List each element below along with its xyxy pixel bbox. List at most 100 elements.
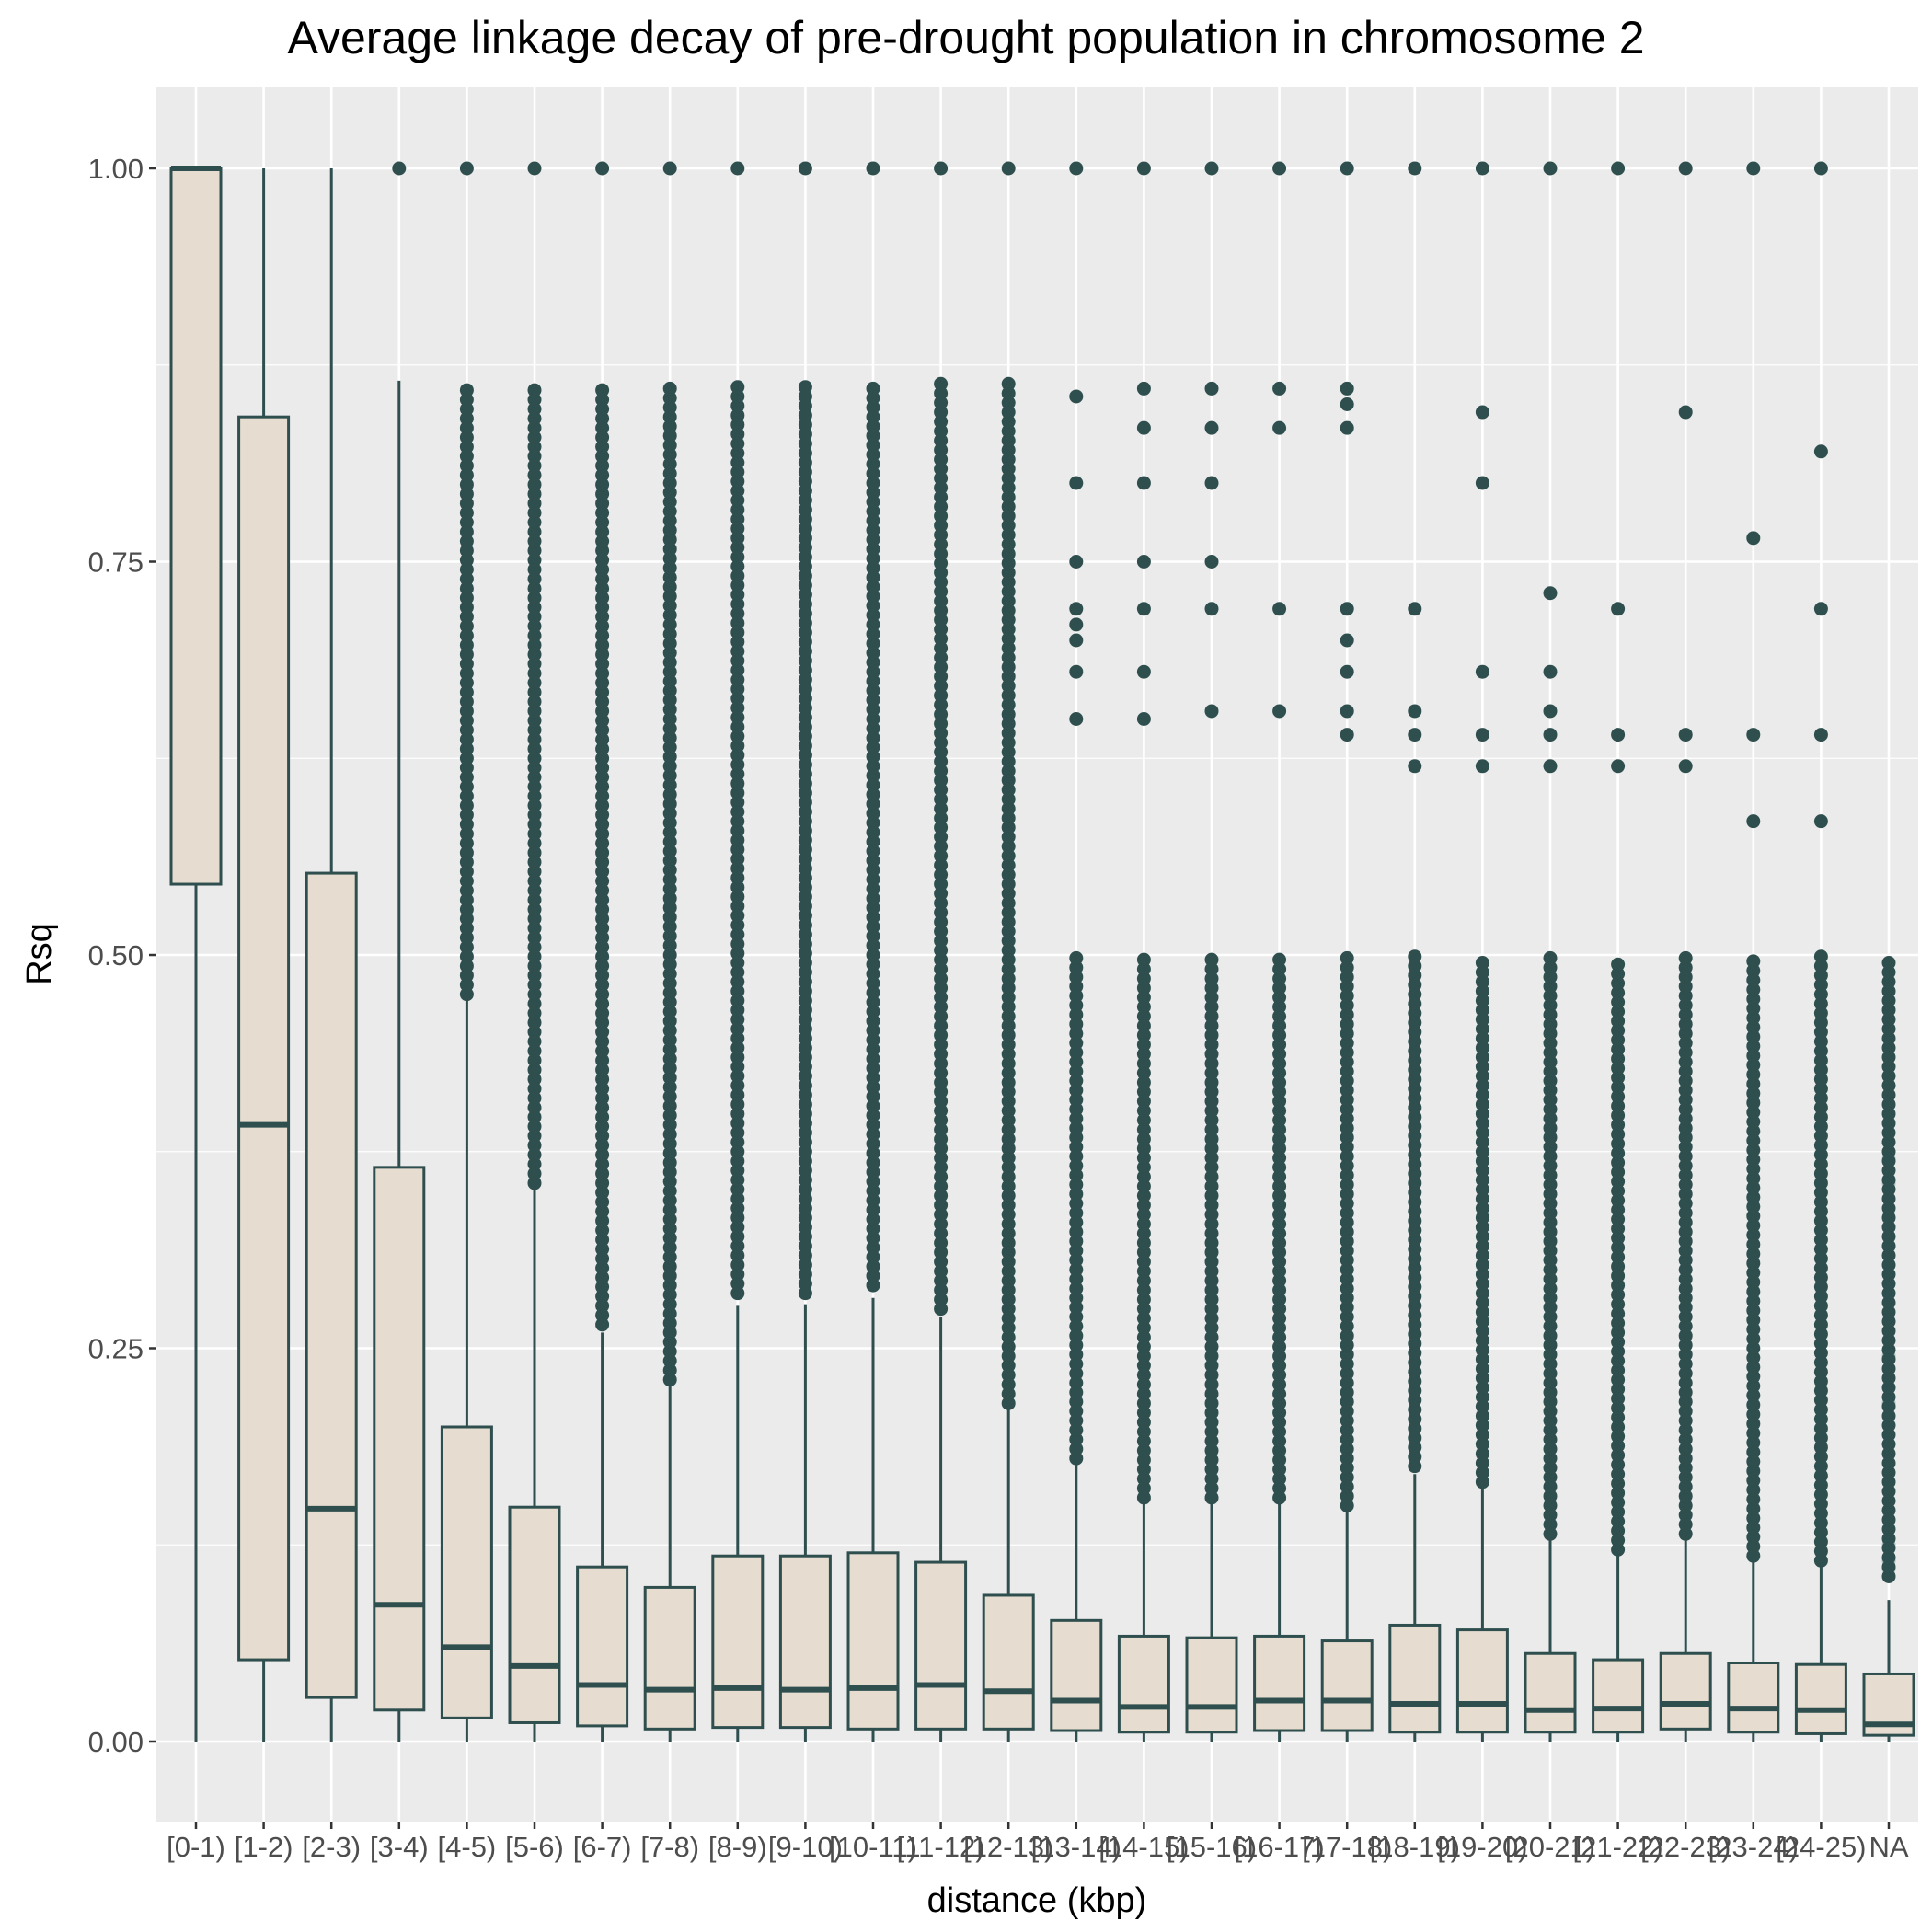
outlier-point <box>1340 381 1354 396</box>
outlier-point <box>1611 1533 1626 1547</box>
outlier-point <box>1543 1102 1558 1117</box>
outlier-point <box>1272 1330 1287 1345</box>
outlier-point <box>798 408 812 422</box>
outlier-point <box>1543 1027 1558 1041</box>
outlier-point <box>1475 1455 1489 1470</box>
outlier-point <box>934 405 949 420</box>
outlier-point <box>1678 1215 1693 1230</box>
outlier-point <box>1543 1489 1558 1503</box>
box-body <box>914 1560 968 1731</box>
outlier-point <box>1408 1204 1422 1219</box>
outlier-point <box>798 729 812 743</box>
outlier-point <box>1543 1225 1558 1239</box>
outlier-point <box>662 872 677 887</box>
outlier-point <box>662 1202 677 1217</box>
outlier-point <box>527 939 542 954</box>
outlier-point <box>1340 161 1354 176</box>
outlier-point <box>662 910 677 925</box>
outlier-point <box>1272 1179 1287 1193</box>
outlier-point <box>1881 1531 1896 1546</box>
outlier-point <box>662 1306 677 1321</box>
outlier-point <box>595 591 610 605</box>
outlier-point <box>1069 1007 1084 1022</box>
outlier-point <box>662 1089 677 1104</box>
outlier-point <box>1272 1349 1287 1363</box>
outlier-point <box>1678 1422 1693 1437</box>
x-tick-label: [2-3) <box>302 1831 361 1863</box>
outlier-point <box>1001 1047 1016 1062</box>
outlier-point <box>1340 1234 1354 1248</box>
box-21 <box>1524 1536 1577 1742</box>
outlier-point <box>1746 1209 1761 1224</box>
outlier-point <box>527 544 542 558</box>
outlier-point <box>1136 1236 1151 1250</box>
outlier-point <box>1408 1072 1422 1087</box>
outlier-point <box>1340 1451 1354 1466</box>
outlier-point <box>1001 1169 1016 1184</box>
outlier-point <box>1475 1107 1489 1121</box>
outlier-point <box>595 562 610 577</box>
x-tick-label: [20-21) <box>1505 1831 1595 1863</box>
outlier-point <box>798 870 812 885</box>
outlier-point <box>1813 1156 1828 1171</box>
outlier-point <box>1475 1078 1489 1093</box>
outlier-point <box>1746 814 1761 829</box>
outlier-point <box>1204 1189 1219 1203</box>
outlier-point <box>1069 1328 1084 1343</box>
outlier-point <box>798 1220 812 1235</box>
outlier-point <box>798 899 812 914</box>
outlier-point <box>1678 1045 1693 1060</box>
outlier-point <box>1136 1292 1151 1306</box>
outlier-point <box>1272 1302 1287 1317</box>
outlier-point <box>459 770 474 785</box>
outlier-point <box>1001 660 1016 674</box>
outlier-point <box>1813 1016 1828 1030</box>
outlier-point <box>1881 1314 1896 1328</box>
outlier-point <box>662 447 677 462</box>
outlier-point <box>595 1156 610 1171</box>
outlier-point <box>527 609 542 624</box>
outlier-point <box>662 693 677 707</box>
outlier-point <box>1543 1479 1558 1494</box>
outlier-point <box>798 1059 812 1074</box>
outlier-point <box>527 713 542 728</box>
outlier-point <box>1611 161 1626 176</box>
outlier-point <box>1204 1340 1219 1354</box>
outlier-point <box>1881 1258 1896 1272</box>
outlier-point <box>1001 679 1016 694</box>
outlier-point <box>662 881 677 896</box>
outlier-point <box>866 1023 880 1038</box>
outlier-point <box>934 452 949 466</box>
outlier-point <box>1813 959 1828 973</box>
outlier-point <box>798 389 812 404</box>
outlier-point <box>595 487 610 501</box>
outlier-point <box>527 1110 542 1124</box>
outlier-point <box>1204 961 1219 976</box>
outlier-point <box>527 1006 542 1020</box>
outlier-point <box>1475 1097 1489 1111</box>
outlier-point <box>1001 1065 1016 1080</box>
outlier-point <box>934 858 949 873</box>
outlier-point <box>1136 1245 1151 1259</box>
outlier-point <box>1204 161 1219 176</box>
outlier-point <box>730 427 745 442</box>
outlier-point <box>798 484 812 499</box>
outlier-point <box>1746 1086 1761 1100</box>
outlier-point <box>595 1043 610 1058</box>
outlier-point <box>1340 960 1354 975</box>
outlier-point <box>1813 977 1828 992</box>
outlier-point <box>1340 1300 1354 1315</box>
outlier-point <box>459 638 474 652</box>
outlier-point <box>1543 1309 1558 1324</box>
outlier-point <box>1543 1300 1558 1315</box>
outlier-point <box>730 1191 745 1206</box>
outlier-point <box>1001 509 1016 523</box>
outlier-point <box>1001 537 1016 552</box>
outlier-point <box>730 861 745 876</box>
outlier-point <box>1881 1087 1896 1102</box>
outlier-point <box>1069 712 1084 726</box>
outlier-point <box>595 892 610 907</box>
outlier-point <box>459 505 474 520</box>
outlier-point <box>662 1316 677 1330</box>
outlier-point <box>527 1119 542 1133</box>
